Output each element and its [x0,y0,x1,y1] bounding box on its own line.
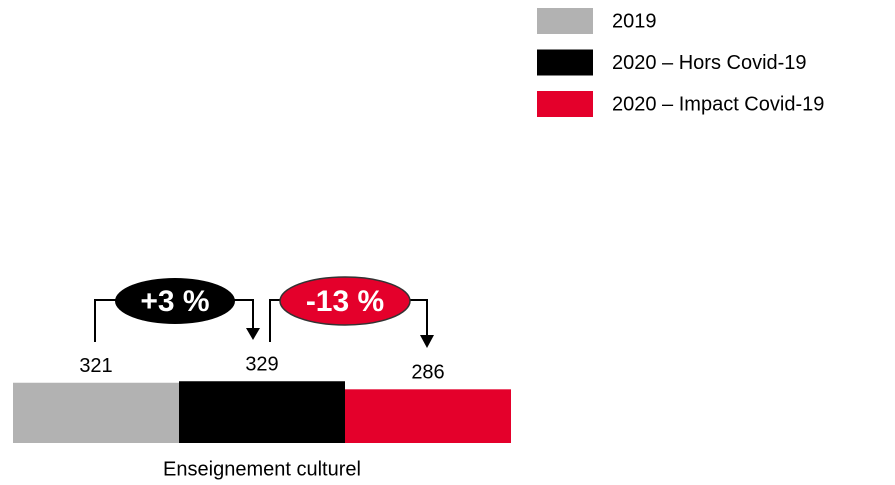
x-tick-label: Enseignement culturel [163,458,361,480]
bar [179,381,345,443]
annotation: +3 % [140,285,209,318]
legend-label: 2020 – Hors Covid-19 [612,52,807,74]
legend-label: 2019 [612,10,657,32]
arrow [420,335,434,348]
legend-swatch [537,49,593,76]
annotation-decline: -13 % [269,276,434,348]
legend-swatch [537,8,593,34]
badge [279,276,411,326]
bar [345,389,511,443]
annotation: -13 % [306,285,384,318]
badge [115,278,235,324]
data-label: 286 [411,362,444,384]
arrow [246,328,260,340]
legend-swatch [537,91,593,117]
data-label: 329 [245,354,278,376]
annotation-growth: +3 % [94,278,260,342]
data-label: 321 [79,355,112,377]
legend-label: 2020 – Impact Covid-19 [612,93,824,115]
bar [13,382,179,443]
